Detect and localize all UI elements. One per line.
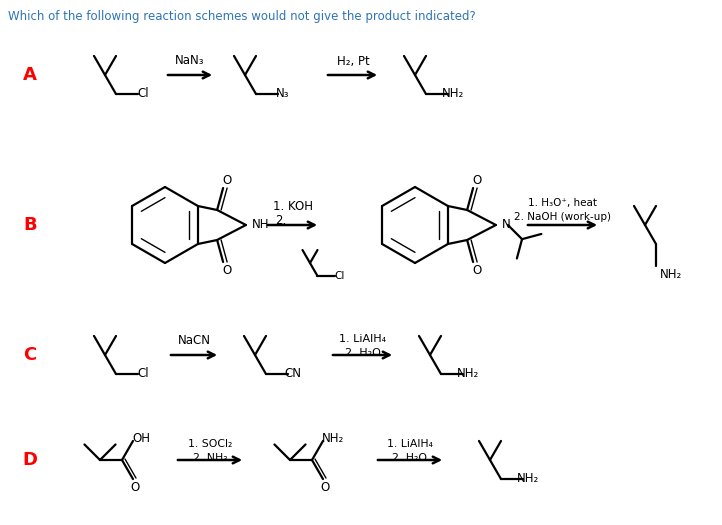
Text: 1. LiAlH₄: 1. LiAlH₄ — [387, 439, 433, 449]
Text: NH₂: NH₂ — [442, 87, 464, 100]
Text: C: C — [23, 346, 37, 364]
Text: N₃: N₃ — [277, 87, 290, 100]
Text: 2. NaOH (work-up): 2. NaOH (work-up) — [515, 212, 612, 222]
Text: O: O — [222, 173, 232, 186]
Text: O: O — [131, 480, 139, 493]
Text: 1. H₃O⁺, heat: 1. H₃O⁺, heat — [529, 198, 598, 208]
Text: 1. KOH: 1. KOH — [273, 201, 313, 214]
Text: 2. H₂O: 2. H₂O — [345, 348, 381, 358]
Text: O: O — [472, 173, 482, 186]
Text: 1. LiAlH₄: 1. LiAlH₄ — [339, 334, 386, 344]
Text: NH₂: NH₂ — [517, 471, 539, 485]
Text: Which of the following reaction schemes would not give the product indicated?: Which of the following reaction schemes … — [8, 10, 476, 23]
Text: D: D — [22, 451, 38, 469]
Text: O: O — [472, 264, 482, 277]
Text: O: O — [222, 264, 232, 277]
Text: H₂, Pt: H₂, Pt — [336, 55, 370, 68]
Text: NH: NH — [252, 218, 269, 232]
Text: OH: OH — [132, 433, 150, 445]
Text: NaCN: NaCN — [178, 334, 211, 348]
Text: B: B — [23, 216, 37, 234]
Text: 2.: 2. — [275, 215, 287, 227]
Text: NH₂: NH₂ — [457, 366, 479, 380]
Text: 2. H₂O: 2. H₂O — [393, 453, 427, 463]
Text: A: A — [23, 66, 37, 84]
Text: O: O — [321, 480, 330, 493]
Text: CN: CN — [284, 366, 302, 380]
Text: Cl: Cl — [137, 87, 149, 100]
Text: NaN₃: NaN₃ — [175, 55, 205, 68]
Text: NH₂: NH₂ — [322, 433, 344, 445]
Text: Cl: Cl — [137, 366, 149, 380]
Text: Cl: Cl — [334, 271, 344, 281]
Text: 1. SOCl₂: 1. SOCl₂ — [188, 439, 232, 449]
Text: 2. NH₃: 2. NH₃ — [193, 453, 227, 463]
Text: N: N — [502, 218, 510, 232]
Text: NH₂: NH₂ — [660, 268, 682, 281]
